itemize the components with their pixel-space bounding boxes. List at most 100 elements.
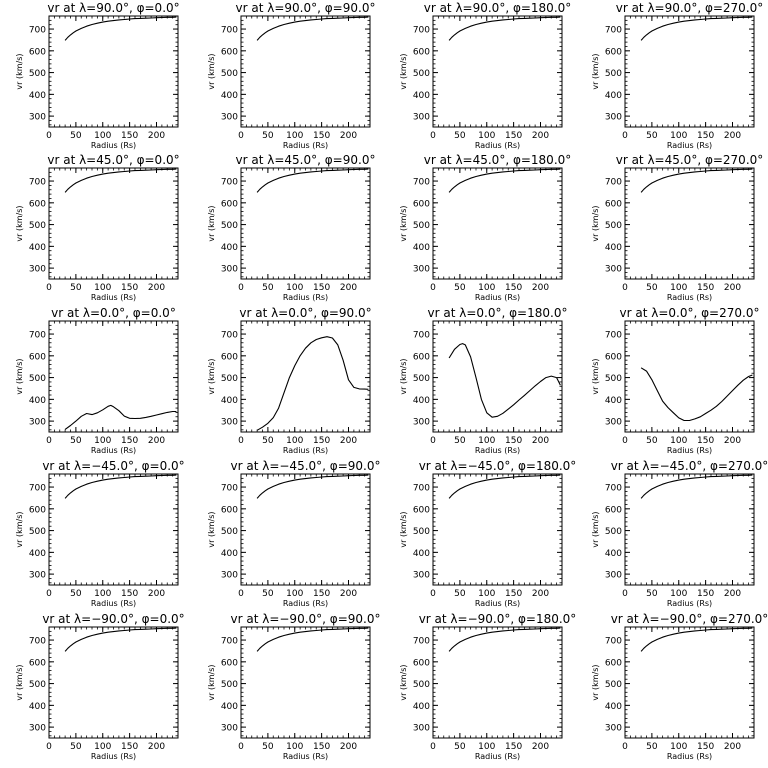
y-axis-label: vr (km/s)	[15, 205, 24, 241]
x-tick-label: 200	[724, 589, 741, 599]
plot-frame	[624, 167, 755, 280]
y-tick-label: 700	[221, 637, 238, 647]
y-tick-label: 300	[605, 418, 622, 428]
plot-frame	[432, 15, 563, 128]
chart-title: vr at λ=−45.0°, φ=90.0°	[231, 459, 381, 473]
x-tick-label: 200	[532, 742, 549, 752]
x-tick-label: 200	[532, 589, 549, 599]
x-tick-label: 0	[46, 283, 52, 293]
x-tick-label: 100	[286, 436, 303, 446]
x-tick-label: 150	[697, 742, 714, 752]
y-tick-label: 500	[221, 69, 238, 79]
x-tick-label: 150	[313, 742, 330, 752]
x-tick-label: 100	[670, 742, 687, 752]
x-tick-label: 50	[262, 589, 274, 599]
x-tick-label: 50	[70, 589, 82, 599]
chart-panel-11: vr at λ=0.0°, φ=180.0° 0 50 100 150 200 300 400…	[399, 306, 567, 455]
x-axis-label: Radius (Rs)	[667, 141, 712, 150]
x-tick-label: 150	[313, 283, 330, 293]
chart-panel-5: vr at λ=45.0°, φ=0.0° 0 50 100 150 200 300 400 5…	[15, 153, 180, 302]
y-tick-label: 700	[605, 637, 622, 647]
series-line-1	[640, 168, 753, 193]
x-tick-label: 200	[340, 131, 357, 141]
y-tick-label: 300	[29, 418, 46, 428]
x-tick-label: 100	[670, 436, 687, 446]
x-axis-label: Radius (Rs)	[91, 446, 136, 455]
x-tick-label: 200	[340, 589, 357, 599]
plot-frame	[48, 167, 179, 280]
plot-frame	[432, 626, 563, 739]
y-tick-label: 700	[605, 178, 622, 188]
x-tick-label: 200	[148, 742, 165, 752]
y-tick-label: 500	[221, 680, 238, 690]
x-tick-label: 150	[697, 283, 714, 293]
chart-title: vr at λ=−90.0°, φ=270.0°	[611, 612, 768, 626]
x-tick-label: 50	[646, 283, 658, 293]
y-tick-label: 500	[221, 527, 238, 537]
chart-title: vr at λ=45.0°, φ=0.0°	[47, 153, 179, 167]
x-axis-label: Radius (Rs)	[667, 446, 712, 455]
x-tick-label: 100	[94, 742, 111, 752]
x-axis-label: Radius (Rs)	[283, 752, 328, 761]
x-tick-label: 200	[148, 589, 165, 599]
x-tick-label: 50	[454, 131, 466, 141]
x-tick-label: 100	[286, 742, 303, 752]
series-line-1	[64, 168, 177, 193]
y-tick-label: 700	[29, 331, 46, 341]
y-tick-label: 300	[221, 113, 238, 123]
plot-frame	[48, 320, 179, 433]
y-tick-label: 500	[605, 374, 622, 384]
chart-title: vr at λ=45.0°, φ=270.0°	[616, 153, 764, 167]
y-tick-label: 300	[221, 418, 238, 428]
y-axis-label: vr (km/s)	[207, 511, 216, 547]
plot-frame	[240, 167, 371, 280]
y-tick-label: 400	[413, 243, 430, 253]
y-tick-label: 300	[221, 571, 238, 581]
x-axis-label: Radius (Rs)	[283, 446, 328, 455]
x-tick-label: 100	[286, 589, 303, 599]
y-tick-label: 500	[605, 680, 622, 690]
x-axis-label: Radius (Rs)	[475, 599, 520, 608]
x-tick-label: 0	[238, 742, 244, 752]
series-line-1	[256, 16, 369, 41]
y-tick-label: 600	[221, 505, 238, 515]
x-tick-label: 100	[478, 283, 495, 293]
y-tick-label: 300	[29, 113, 46, 123]
x-tick-label: 200	[724, 131, 741, 141]
y-tick-label: 500	[221, 221, 238, 231]
x-tick-label: 100	[478, 436, 495, 446]
x-tick-label: 100	[94, 283, 111, 293]
chart-title: vr at λ=0.0°, φ=90.0°	[239, 306, 371, 320]
x-tick-label: 50	[646, 589, 658, 599]
series-line-1	[448, 16, 561, 41]
x-tick-label: 0	[622, 131, 628, 141]
x-tick-label: 0	[430, 131, 436, 141]
chart-panel-18: vr at λ=−90.0°, φ=90.0° 0 50 100 150 200 300 40…	[207, 612, 380, 761]
y-tick-label: 400	[29, 243, 46, 253]
y-tick-label: 300	[605, 724, 622, 734]
plot-frame	[624, 320, 755, 433]
x-tick-label: 0	[430, 742, 436, 752]
chart-title: vr at λ=−90.0°, φ=180.0°	[419, 612, 577, 626]
y-tick-label: 400	[221, 549, 238, 559]
y-tick-label: 700	[605, 26, 622, 36]
y-tick-label: 600	[221, 199, 238, 209]
x-tick-label: 150	[697, 131, 714, 141]
y-tick-label: 600	[221, 352, 238, 362]
y-tick-label: 700	[29, 178, 46, 188]
x-axis-label: Radius (Rs)	[283, 293, 328, 302]
y-tick-label: 600	[29, 505, 46, 515]
y-tick-label: 600	[413, 47, 430, 57]
x-tick-label: 0	[430, 589, 436, 599]
chart-panel-3: vr at λ=90.0°, φ=180.0° 0 50 100 150 200 300 40…	[399, 1, 571, 150]
y-tick-label: 300	[29, 724, 46, 734]
y-tick-label: 400	[221, 702, 238, 712]
plot-frame	[240, 473, 371, 586]
y-axis-label: vr (km/s)	[207, 664, 216, 700]
chart-panel-13: vr at λ=−45.0°, φ=0.0° 0 50 100 150 200 300 400…	[15, 459, 185, 608]
y-tick-label: 600	[413, 199, 430, 209]
x-tick-label: 150	[505, 742, 522, 752]
series-line-1	[640, 627, 753, 652]
chart-title: vr at λ=45.0°, φ=90.0°	[236, 153, 376, 167]
chart-panel-2: vr at λ=90.0°, φ=90.0° 0 50 100 150 200 300 400…	[207, 1, 375, 150]
